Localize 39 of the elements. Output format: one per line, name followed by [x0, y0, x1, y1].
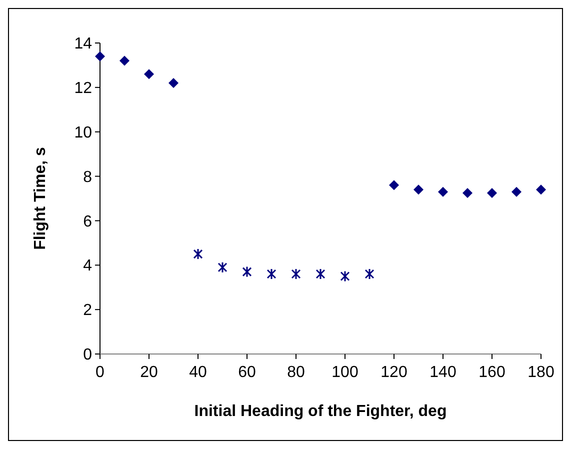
x-tick-label: 0: [96, 364, 105, 381]
point: [95, 51, 105, 62]
point: [291, 268, 301, 280]
x-tick-label: 20: [140, 364, 158, 381]
point: [120, 56, 130, 66]
y-axis-title: Flight Time, s: [32, 146, 49, 250]
x-tick-label: 160: [478, 364, 506, 381]
x-tick-label: 140: [430, 364, 456, 381]
y-tick-label: 8: [83, 168, 92, 186]
point: [389, 180, 399, 190]
point: [487, 188, 497, 198]
x-tick-label: 60: [238, 364, 256, 381]
point: [462, 188, 472, 198]
x-tick-label: 80: [287, 364, 305, 381]
y-tick-label: 2: [83, 302, 92, 320]
x-tick-label: 100: [332, 364, 358, 381]
point: [168, 78, 178, 88]
point: [266, 268, 276, 280]
y-tick-label: 0: [83, 346, 92, 364]
point: [144, 69, 154, 80]
point: [316, 268, 326, 280]
point: [512, 186, 522, 197]
y-tick-label: 6: [83, 213, 92, 230]
point: [340, 270, 350, 282]
y-tick-label: 4: [83, 258, 92, 275]
x-tick-label: 40: [189, 364, 207, 381]
point: [218, 262, 228, 274]
point: [242, 266, 252, 278]
x-tick-label: 120: [380, 364, 408, 381]
point: [536, 184, 546, 195]
x-axis-title: Initial Heading of the Fighter, deg: [194, 403, 447, 420]
y-tick-label: 10: [74, 124, 92, 142]
y-tick-label: 14: [74, 36, 92, 53]
point: [364, 268, 374, 280]
point: [438, 186, 448, 197]
x-tick-label: 180: [528, 364, 554, 381]
point: [193, 248, 203, 260]
point: [414, 184, 424, 195]
y-tick-label: 12: [74, 80, 92, 98]
